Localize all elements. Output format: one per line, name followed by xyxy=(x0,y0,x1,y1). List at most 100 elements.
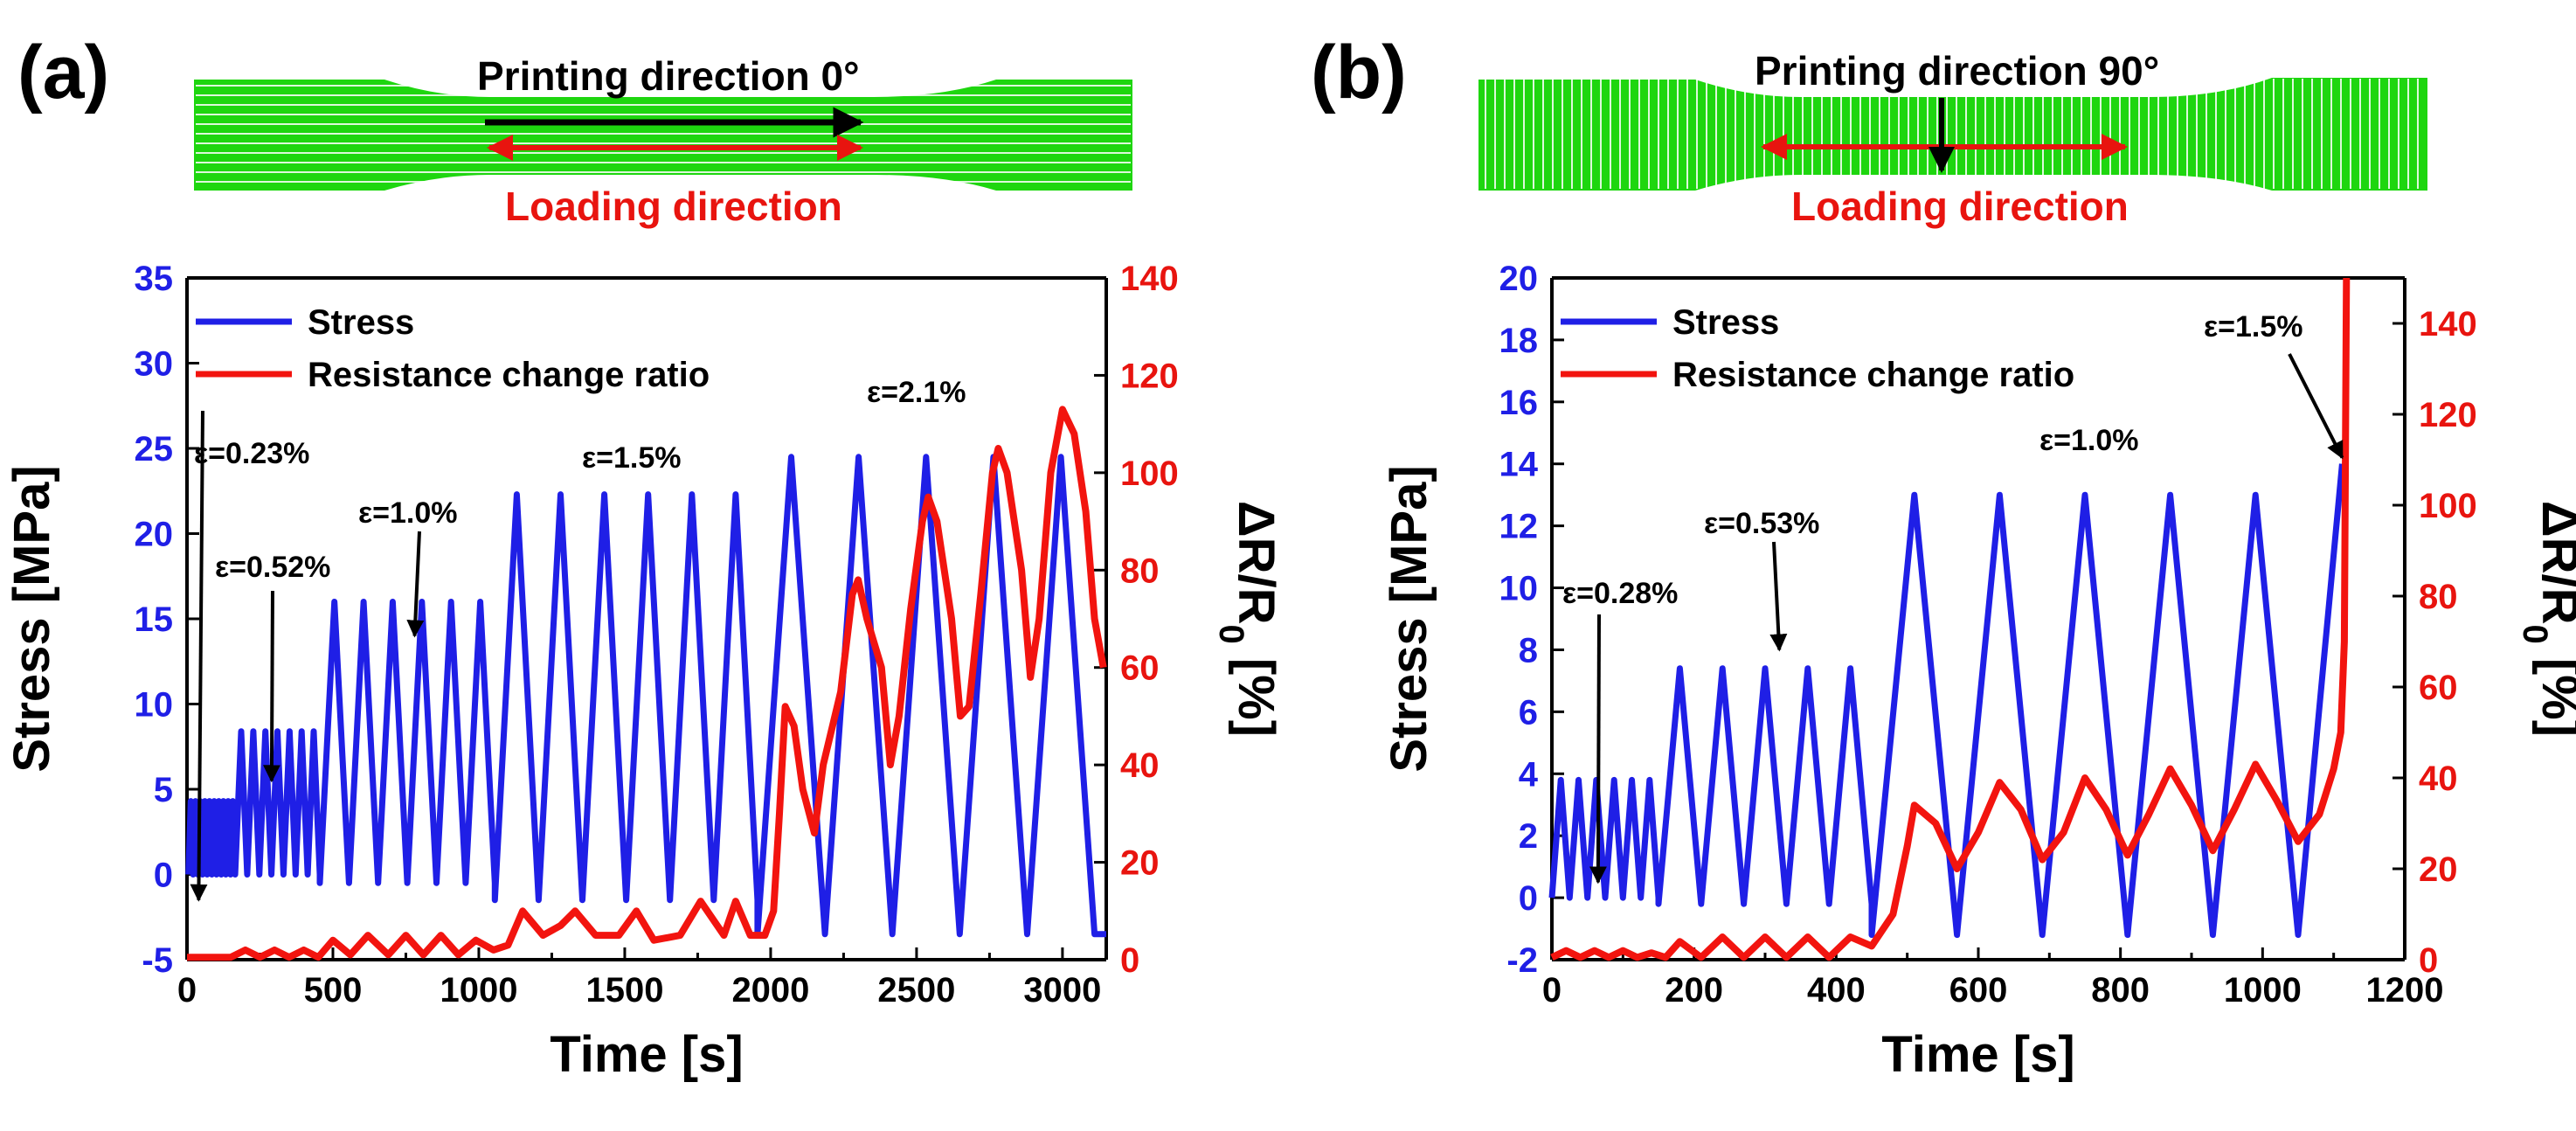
strain-annotation-arrow xyxy=(2288,353,2344,460)
x-tick-label: 2000 xyxy=(731,971,809,1010)
strain-annotation-arrow xyxy=(1589,614,1607,885)
x-axis-title: Time [s] xyxy=(550,1026,743,1083)
y-axis-left-title: Stress [MPa] xyxy=(1381,465,1437,772)
y-right-tick-label: 60 xyxy=(2419,669,2458,707)
series-stress-line xyxy=(1548,463,2345,939)
y-left-tick-label: 20 xyxy=(1499,260,1539,298)
y-left-tick-label: 14 xyxy=(1499,446,1539,484)
x-tick-label: 2500 xyxy=(877,971,955,1010)
strain-annotation-arrow xyxy=(190,410,208,902)
y-left-tick-label: 15 xyxy=(135,600,174,639)
y-right-tick-label: 0 xyxy=(1120,941,1139,980)
x-tick-label: 200 xyxy=(1665,971,1723,1010)
strain-annotation: ε=0.53% xyxy=(1704,507,1819,540)
x-tick-label: 1200 xyxy=(2366,971,2444,1010)
series-resistance-line xyxy=(1550,277,2351,961)
y-axis-right-title-sub: 0 xyxy=(1212,625,1250,644)
printing-direction-label-b: Printing direction 90° xyxy=(1755,48,2159,94)
y-right-tick-label: 120 xyxy=(1120,357,1179,395)
strain-annotation-arrow xyxy=(406,531,425,638)
strain-annotation: ε=0.28% xyxy=(1562,577,1678,610)
panel-label-b: (b) xyxy=(1311,31,1407,114)
x-tick-label: 1500 xyxy=(585,971,663,1010)
y-left-tick-label: 35 xyxy=(135,260,174,298)
chart-a: 0 500 1000 1500 2000 2500 3000-505101520253035… xyxy=(3,260,1285,1083)
strain-annotation-arrow xyxy=(262,590,280,783)
strain-annotation: ε=1.0% xyxy=(358,496,458,530)
x-tick-label: 0 xyxy=(177,971,197,1010)
y-left-tick-label: 0 xyxy=(154,857,173,895)
y-right-tick-label: 40 xyxy=(2419,760,2458,798)
y-left-tick-label: 30 xyxy=(135,345,174,384)
y-axis-right-title-main: ΔR/R xyxy=(2531,501,2576,625)
y-left-tick-label: 20 xyxy=(135,516,174,554)
y-left-tick-label: 12 xyxy=(1499,508,1539,546)
strain-annotation: ε=0.52% xyxy=(215,551,330,584)
panel-b: (b) Printing direction 90° Loading direc… xyxy=(1311,31,2576,1083)
y-left-tick-label: 25 xyxy=(135,430,174,468)
y-right-tick-label: 80 xyxy=(1120,552,1160,590)
y-right-tick-label: 100 xyxy=(1120,454,1179,493)
legend-label-stress: Stress xyxy=(308,303,414,342)
y-left-tick-label: 2 xyxy=(1519,817,1538,856)
series-stress-line xyxy=(185,454,1106,938)
strain-annotation-arrow xyxy=(1769,541,1788,652)
x-tick-label: 0 xyxy=(1542,971,1562,1010)
y-left-tick-label: 4 xyxy=(1519,755,1539,794)
specimen-diagram-b: Printing direction 90° Loading direction xyxy=(1478,48,2427,229)
y-right-tick-label: 0 xyxy=(2419,941,2438,980)
specimen-raster-b xyxy=(1485,79,2419,189)
legend-label-resistance: Resistance change ratio xyxy=(1672,356,2074,394)
y-left-tick-label: 0 xyxy=(1519,879,1538,918)
printing-direction-label-a: Printing direction 0° xyxy=(477,53,860,99)
y-axis-left-title: Stress [MPa] xyxy=(3,465,60,772)
y-left-tick-label: 10 xyxy=(1499,570,1539,608)
specimen-raster-a xyxy=(196,85,1131,183)
y-left-tick-label: 6 xyxy=(1519,693,1538,732)
strain-annotation: ε=0.23% xyxy=(194,437,309,470)
specimen-diagram-a: Printing direction 0° Loading direction xyxy=(194,53,1132,229)
legend-label-stress: Stress xyxy=(1672,303,1779,342)
y-right-tick-label: 80 xyxy=(2419,578,2458,616)
x-tick-label: 400 xyxy=(1807,971,1866,1010)
y-axis-right-title: ΔR/R0 [%] xyxy=(2516,501,2576,737)
chart-b: 0 200 400 600 800 1000 1200-202468101214161820… xyxy=(1381,260,2576,1083)
y-left-tick-label: -2 xyxy=(1506,941,1538,980)
y-left-tick-label: 8 xyxy=(1519,631,1538,670)
y-right-tick-label: 100 xyxy=(2419,487,2477,525)
y-axis-right-title-tail: [%] xyxy=(1228,644,1285,737)
y-left-tick-label: 16 xyxy=(1499,384,1539,422)
y-axis-right-title: ΔR/R0 [%] xyxy=(1212,501,1285,737)
y-left-tick-label: 5 xyxy=(154,771,173,809)
y-right-tick-label: 20 xyxy=(2419,850,2458,889)
y-left-tick-label: 18 xyxy=(1499,322,1539,360)
strain-annotation: ε=2.1% xyxy=(867,376,966,409)
panel-label-a: (a) xyxy=(17,31,109,114)
x-tick-label: 3000 xyxy=(1023,971,1101,1010)
y-axis-right-title-main: ΔR/R xyxy=(1228,501,1285,625)
x-tick-label: 1000 xyxy=(2224,971,2302,1010)
x-tick-label: 500 xyxy=(304,971,363,1010)
legend-label-resistance: Resistance change ratio xyxy=(308,356,710,394)
y-right-tick-label: 40 xyxy=(1120,746,1160,785)
y-axis-right-title-sub: 0 xyxy=(2516,625,2554,644)
y-right-tick-label: 140 xyxy=(1120,260,1179,298)
strain-annotation: ε=1.0% xyxy=(2039,424,2139,457)
x-tick-label: 1000 xyxy=(440,971,517,1010)
y-axis-right-title-tail: [%] xyxy=(2531,644,2576,737)
y-right-tick-label: 140 xyxy=(2419,305,2477,343)
y-right-tick-label: 20 xyxy=(1120,844,1160,883)
strain-annotation: ε=1.5% xyxy=(2204,310,2303,343)
panel-a: (a) Printing direction 0° Loading direct… xyxy=(3,31,1285,1083)
y-right-tick-label: 120 xyxy=(2419,396,2477,434)
series-resistance-line xyxy=(187,406,1107,961)
x-tick-label: 600 xyxy=(1949,971,2008,1010)
y-left-tick-label: 10 xyxy=(135,686,174,725)
y-right-tick-label: 60 xyxy=(1120,649,1160,688)
loading-direction-label-a: Loading direction xyxy=(505,184,842,229)
strain-annotation: ε=1.5% xyxy=(582,441,682,475)
y-left-tick-label: -5 xyxy=(142,941,173,980)
x-axis-title: Time [s] xyxy=(1881,1026,2074,1083)
loading-direction-label-b: Loading direction xyxy=(1791,184,2129,229)
